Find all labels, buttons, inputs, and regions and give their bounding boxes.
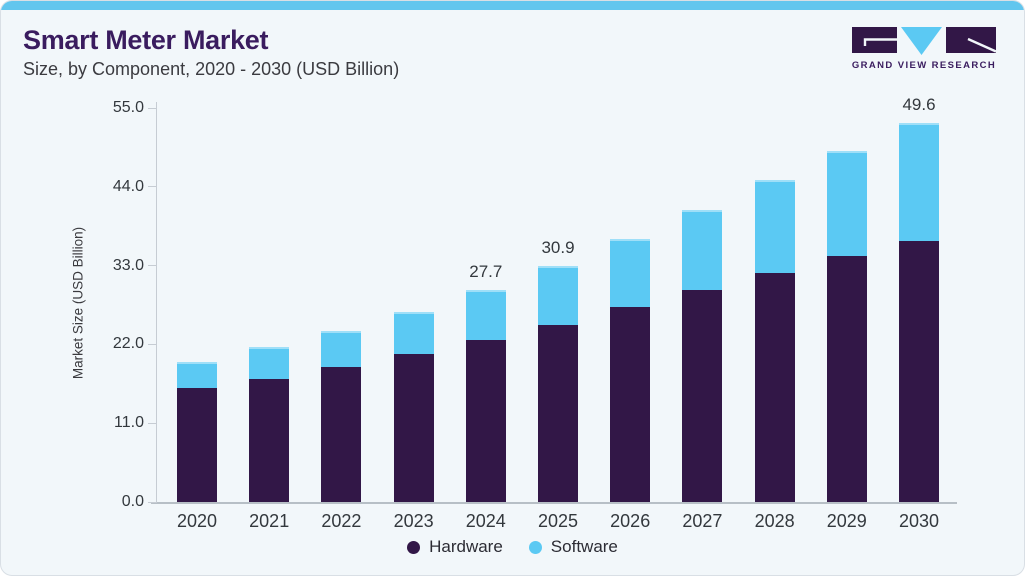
y-tick-label: 0.0 (121, 493, 144, 510)
x-label-2028: 2028 (754, 511, 795, 531)
y-tick-label: 44.0 (112, 177, 144, 195)
legend-item-software[interactable]: Software (528, 537, 618, 557)
bar-2030 (899, 122, 939, 502)
y-tick-label: 33.0 (112, 256, 144, 274)
bar-2021-software[interactable] (249, 347, 290, 379)
bar-2030-hardware[interactable] (899, 241, 939, 502)
value-label-2025: 30.9 (541, 237, 575, 257)
bar-2026-software[interactable] (610, 238, 651, 307)
x-label-2021: 2021 (249, 511, 290, 531)
bar-2023 (393, 311, 434, 502)
value-label-2030: 49.6 (902, 94, 936, 114)
x-label-2023: 2023 (393, 511, 434, 531)
header: Smart Meter Market Size, by Component, 2… (23, 26, 399, 80)
x-label-2022: 2022 (321, 511, 362, 531)
x-axis-line (151, 501, 957, 504)
y-tick (148, 265, 157, 267)
bar-2028-software[interactable] (754, 179, 795, 273)
x-label-2025: 2025 (537, 511, 579, 531)
x-label-2029: 2029 (826, 511, 867, 531)
brand-logo: GRAND VIEW RESEARCH (849, 26, 999, 71)
y-tick (148, 107, 157, 109)
accent-strip (1, 1, 1024, 10)
bar-2024-hardware[interactable] (465, 339, 506, 502)
bar-2022-hardware[interactable] (321, 366, 362, 502)
x-label-2027: 2027 (682, 511, 723, 531)
plot-area: 0.0 11.0 22.0 33.0 44.0 55.0 2020 2021 2022 2023 2… (113, 95, 957, 531)
bar-2021-hardware[interactable] (249, 378, 290, 502)
bar-2029-hardware[interactable] (826, 256, 867, 502)
x-label-2030: 2030 (898, 511, 940, 531)
y-axis-title: Market Size (USD Billion) (70, 226, 86, 380)
y-tick (148, 186, 157, 188)
y-tick (148, 422, 157, 424)
value-label-2024: 27.7 (469, 262, 503, 282)
bar-2028 (754, 179, 795, 502)
bar-2025-software[interactable] (538, 265, 578, 325)
bar-2028-hardware[interactable] (754, 272, 795, 502)
bar-2024-software[interactable] (465, 290, 506, 340)
bar-2021 (249, 347, 290, 502)
chart-subtitle: Size, by Component, 2020 - 2030 (USD Bil… (23, 59, 400, 79)
gvr-logo-icon (851, 27, 996, 55)
chart-title: Smart Meter Market (23, 25, 269, 55)
bar-2029-software[interactable] (826, 150, 867, 257)
brand-logo-text: GRAND VIEW RESEARCH (851, 60, 997, 71)
y-tick (148, 501, 157, 503)
bar-2023-hardware[interactable] (393, 353, 434, 502)
y-tick-label: 11.0 (114, 414, 144, 432)
bar-2020-software[interactable] (177, 362, 217, 389)
bar-2025 (538, 265, 578, 502)
bar-2025-hardware[interactable] (538, 324, 578, 502)
y-tick (148, 343, 157, 345)
x-label-2024: 2024 (465, 511, 506, 531)
y-tick-label: 22.0 (112, 335, 144, 353)
legend-swatch-software (528, 540, 542, 554)
bar-2027-hardware[interactable] (682, 290, 723, 502)
legend-label-software: Software (550, 537, 618, 556)
bar-2030-software[interactable] (899, 122, 939, 242)
bar-2024 (465, 290, 506, 502)
x-label-2020: 2020 (176, 511, 218, 531)
x-label-2026: 2026 (610, 511, 651, 531)
y-tick-label: 55.0 (112, 99, 144, 116)
legend-item-hardware[interactable]: Hardware (407, 537, 503, 557)
bar-2027 (682, 209, 723, 502)
bar-2020-hardware[interactable] (177, 388, 217, 502)
bar-2027-software[interactable] (682, 209, 723, 291)
bar-2022-software[interactable] (321, 331, 362, 367)
bar-2026 (610, 238, 651, 502)
bar-2023-software[interactable] (393, 311, 434, 354)
bar-2020 (177, 362, 217, 502)
bar-2026-hardware[interactable] (610, 306, 651, 502)
legend-label-hardware: Hardware (429, 537, 503, 556)
legend: Hardware Software (1, 537, 1024, 557)
bar-2022 (321, 331, 362, 502)
legend-swatch-hardware (407, 540, 421, 554)
bar-2029 (826, 150, 867, 502)
